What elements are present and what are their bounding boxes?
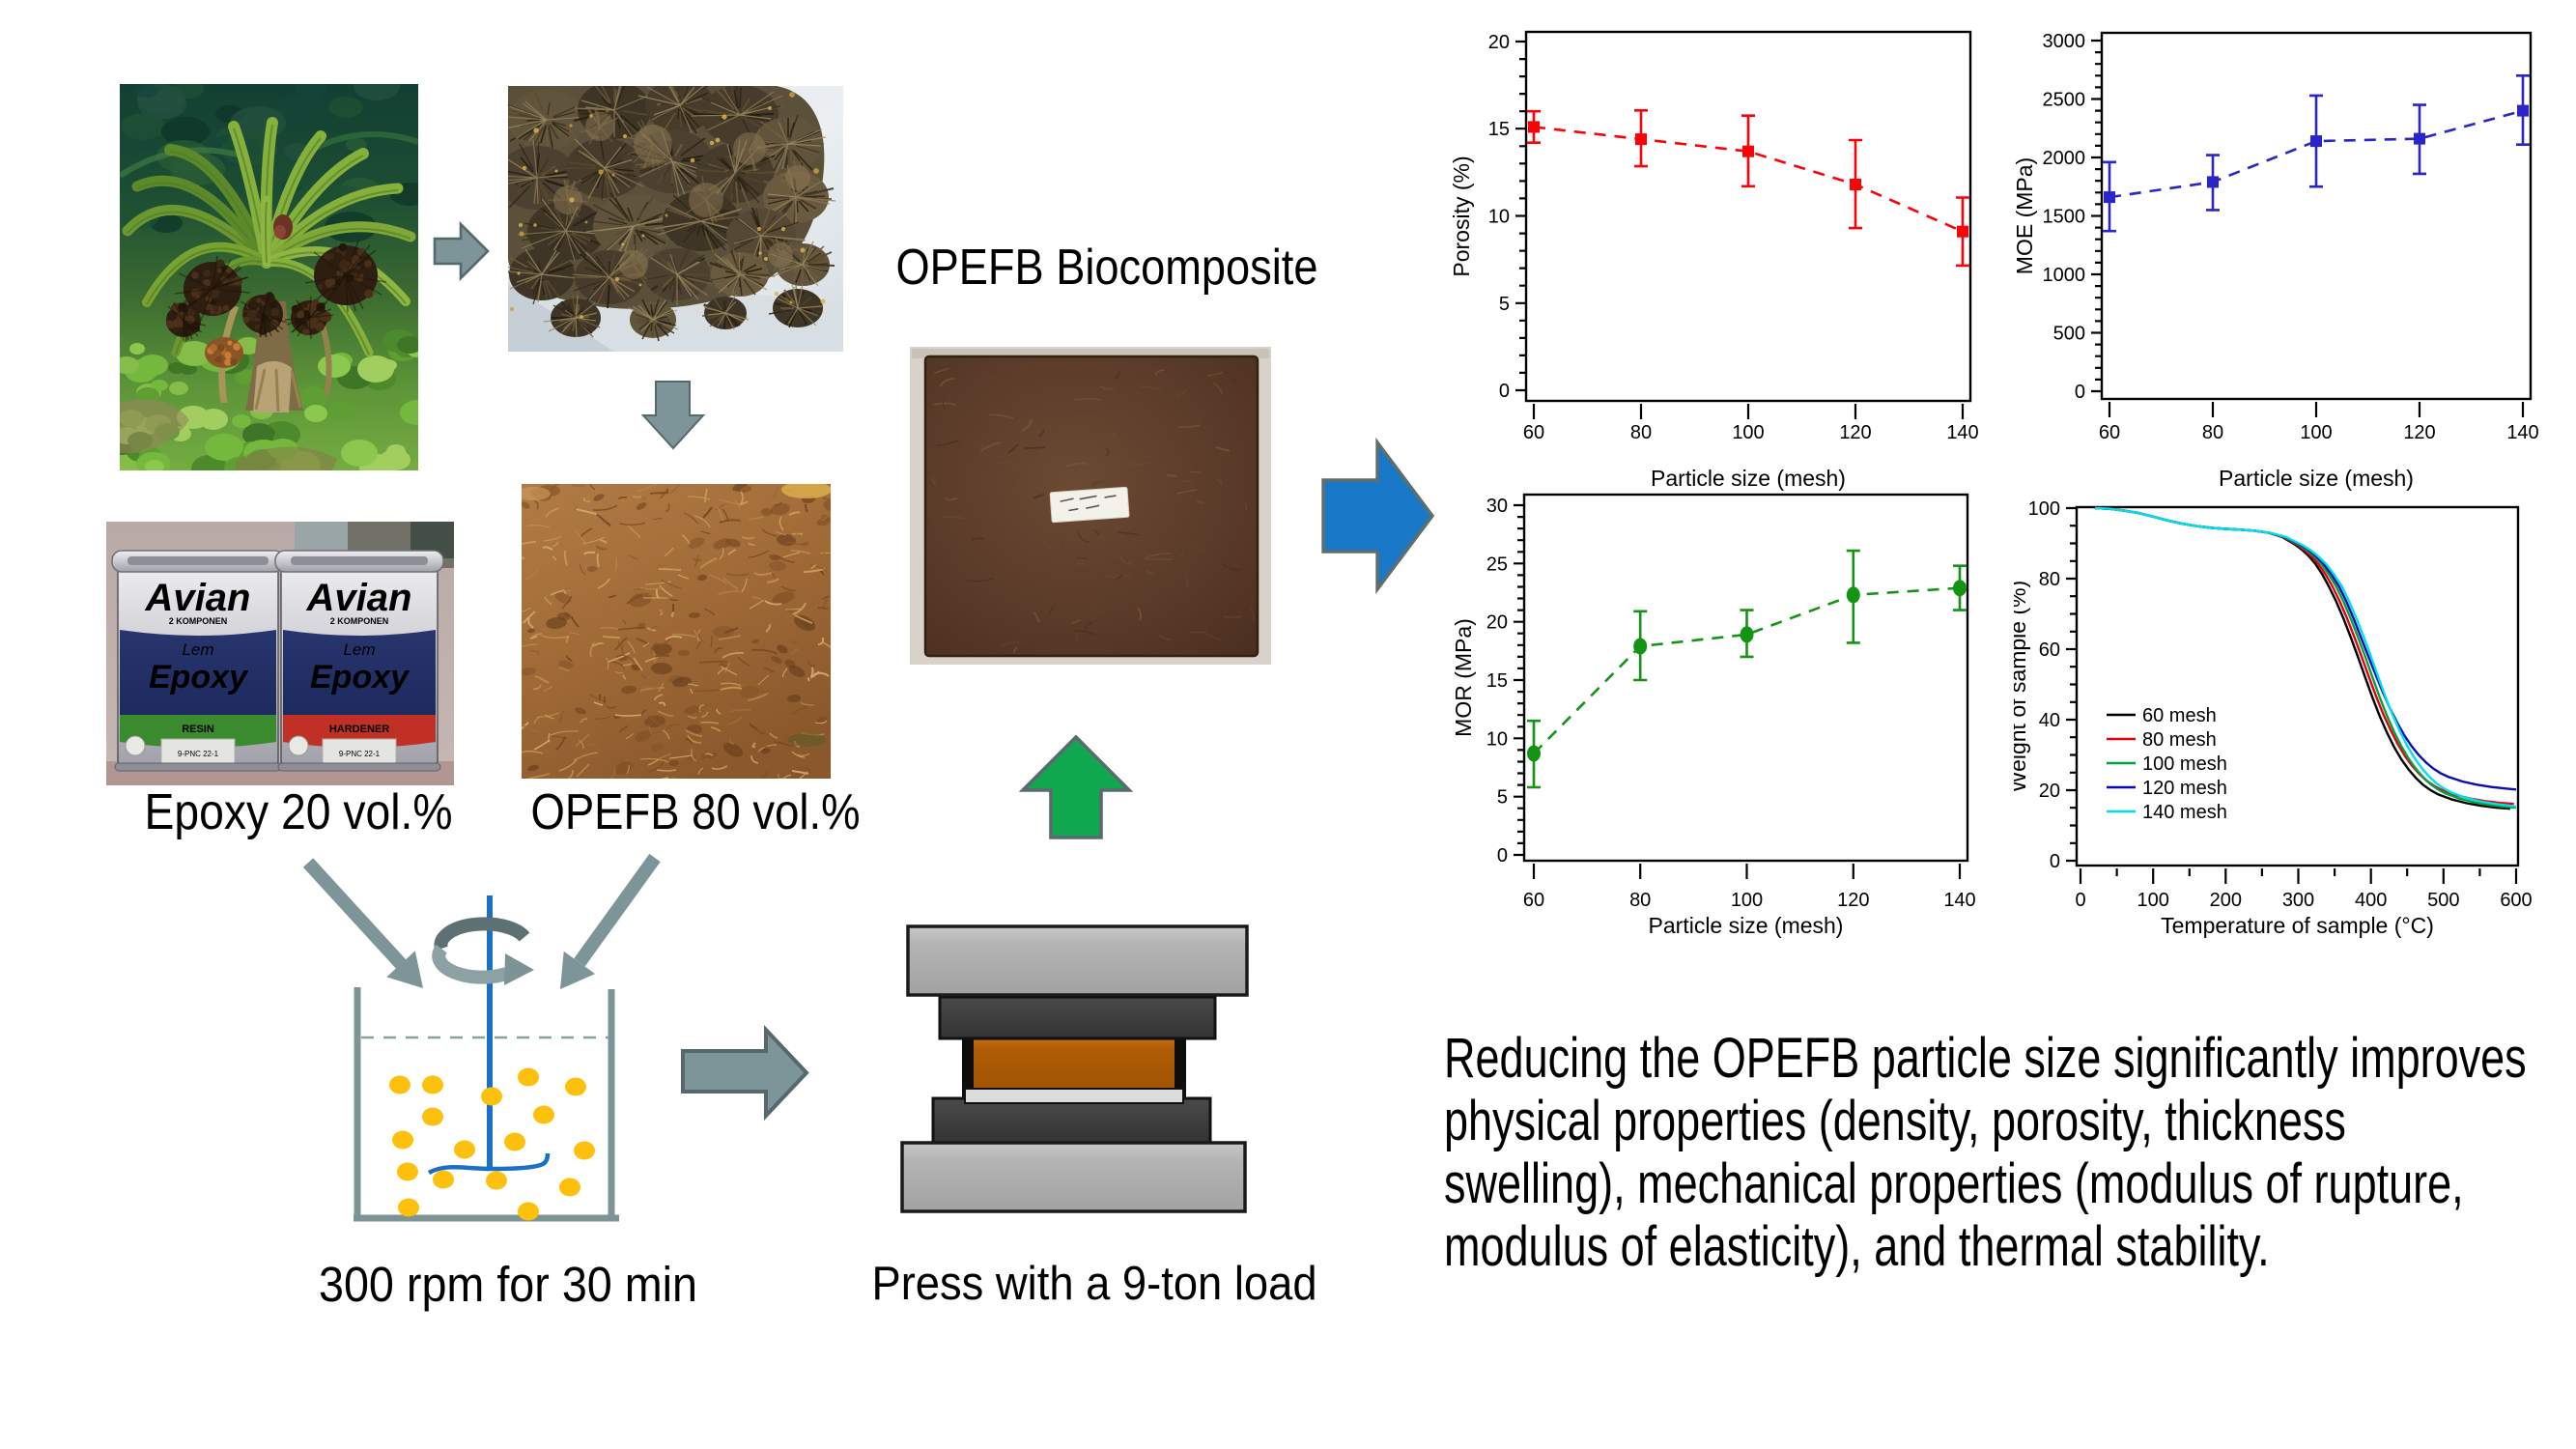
svg-text:15: 15: [1488, 119, 1510, 140]
svg-text:2500: 2500: [2043, 90, 2086, 111]
svg-text:Avian: Avian: [145, 577, 251, 619]
svg-text:MOR (MPa): MOR (MPa): [1451, 618, 1476, 737]
svg-text:10: 10: [1488, 207, 1510, 228]
svg-text:100: 100: [2300, 422, 2332, 443]
svg-text:100 mesh: 100 mesh: [2142, 753, 2227, 775]
svg-text:0: 0: [1499, 381, 1510, 402]
svg-text:Particle size (mesh): Particle size (mesh): [2219, 466, 2414, 491]
svg-text:MOE (MPa): MOE (MPa): [2014, 157, 2037, 274]
svg-text:140: 140: [1946, 422, 1978, 443]
svg-text:20: 20: [1488, 32, 1510, 53]
svg-text:0: 0: [2050, 851, 2060, 872]
svg-text:15: 15: [1486, 670, 1508, 692]
svg-text:20: 20: [1486, 612, 1508, 634]
svg-text:140: 140: [1943, 890, 1975, 911]
svg-text:25: 25: [1486, 554, 1508, 575]
svg-text:3000: 3000: [2043, 31, 2086, 52]
svg-text:120 mesh: 120 mesh: [2142, 778, 2227, 799]
svg-text:100: 100: [2137, 890, 2169, 911]
svg-text:20: 20: [2039, 781, 2060, 802]
svg-text:Temperature of sample (°C): Temperature of sample (°C): [2161, 913, 2434, 938]
svg-text:Epoxy: Epoxy: [310, 659, 410, 696]
svg-text:60 mesh: 60 mesh: [2142, 705, 2217, 726]
svg-text:80: 80: [1629, 890, 1651, 911]
svg-text:60: 60: [2099, 422, 2120, 443]
svg-text:2000: 2000: [2043, 148, 2086, 169]
svg-text:2 KOMPONEN: 2 KOMPONEN: [330, 616, 389, 626]
svg-text:Lem: Lem: [343, 640, 375, 659]
svg-text:5: 5: [1499, 294, 1510, 315]
svg-text:120: 120: [1839, 422, 1871, 443]
svg-text:500: 500: [2427, 890, 2459, 911]
svg-text:1500: 1500: [2043, 207, 2086, 228]
svg-text:100: 100: [1732, 422, 1764, 443]
svg-text:80: 80: [2039, 569, 2060, 590]
svg-text:120: 120: [1837, 890, 1869, 911]
svg-text:Lem: Lem: [182, 640, 213, 659]
svg-text:Avian: Avian: [306, 577, 412, 619]
svg-text:10: 10: [1486, 728, 1508, 750]
svg-text:60: 60: [1523, 422, 1544, 443]
svg-text:0: 0: [1497, 845, 1508, 867]
svg-text:RESIN: RESIN: [182, 724, 214, 735]
svg-text:120: 120: [2403, 422, 2435, 443]
svg-text:140: 140: [2506, 422, 2538, 443]
svg-text:5: 5: [1497, 787, 1508, 809]
svg-text:HARDENER: HARDENER: [329, 724, 389, 735]
svg-text:1000: 1000: [2043, 265, 2086, 286]
svg-text:Particle size (mesh): Particle size (mesh): [1651, 466, 1846, 491]
svg-text:300: 300: [2282, 890, 2314, 911]
svg-text:80: 80: [2202, 422, 2223, 443]
svg-text:100: 100: [1731, 890, 1763, 911]
svg-text:200: 200: [2210, 890, 2242, 911]
svg-text:600: 600: [2500, 890, 2532, 911]
svg-text:30: 30: [1486, 496, 1508, 517]
svg-text:9-PNC 22-1: 9-PNC 22-1: [178, 750, 219, 758]
svg-text:500: 500: [2053, 324, 2085, 345]
svg-text:80: 80: [1630, 422, 1652, 443]
svg-text:40: 40: [2039, 710, 2060, 731]
svg-text:Porosity (%): Porosity (%): [1449, 156, 1474, 276]
svg-text:0: 0: [2075, 382, 2085, 403]
svg-text:Particle size (mesh): Particle size (mesh): [1649, 913, 1844, 938]
svg-text:400: 400: [2355, 890, 2387, 911]
svg-text:100: 100: [2028, 498, 2060, 520]
svg-text:2 KOMPONEN: 2 KOMPONEN: [169, 616, 228, 626]
svg-text:Weight of sample (%): Weight of sample (%): [2014, 581, 2030, 792]
svg-text:80 mesh: 80 mesh: [2142, 729, 2217, 751]
svg-text:9-PNC 22-1: 9-PNC 22-1: [339, 750, 381, 758]
svg-text:140 mesh: 140 mesh: [2142, 802, 2227, 823]
svg-text:Epoxy: Epoxy: [149, 659, 249, 696]
svg-text:60: 60: [1523, 890, 1544, 911]
svg-text:60: 60: [2039, 639, 2060, 661]
svg-text:0: 0: [2075, 890, 2085, 911]
